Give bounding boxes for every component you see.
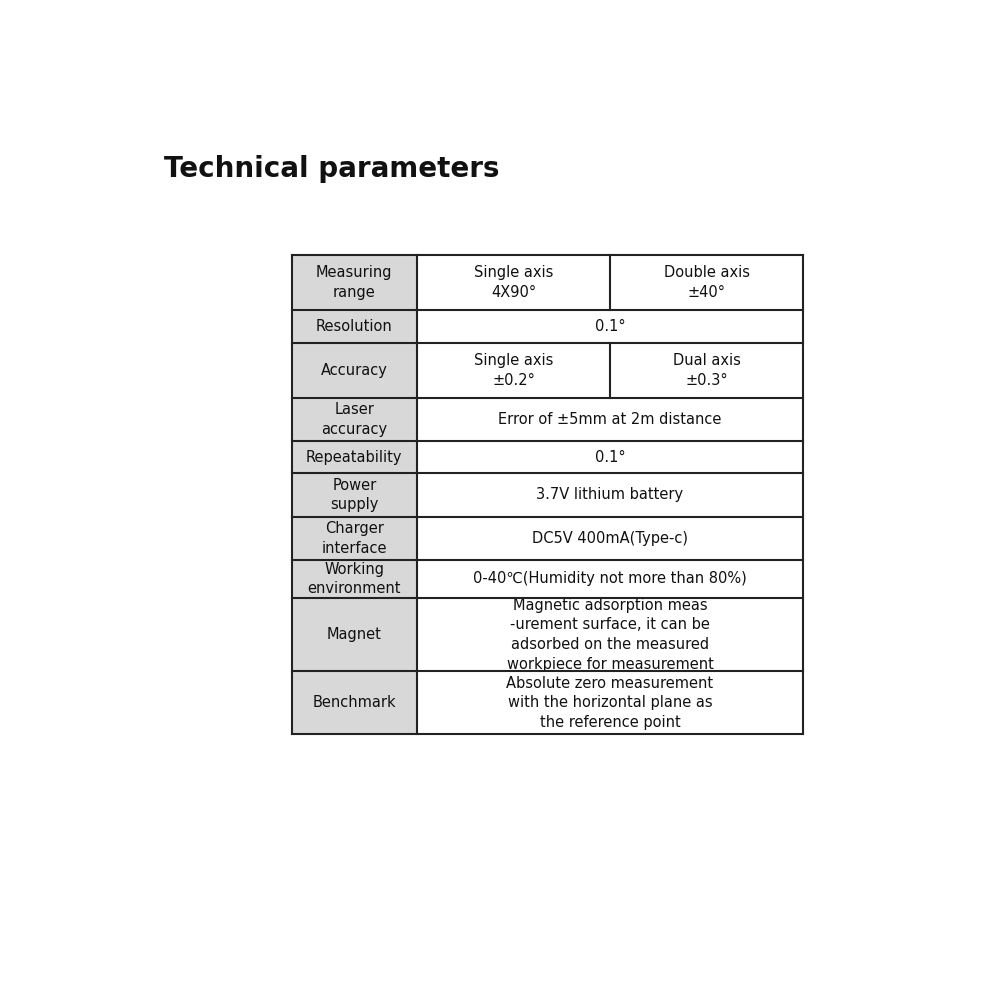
Text: Power
supply: Power supply xyxy=(330,478,378,512)
Text: Accuracy: Accuracy xyxy=(321,363,388,378)
Text: Charger
interface: Charger interface xyxy=(322,521,387,556)
Text: Single axis
±0.2°: Single axis ±0.2° xyxy=(474,353,553,388)
Bar xyxy=(417,473,803,517)
Text: Error of ±5mm at 2m distance: Error of ±5mm at 2m distance xyxy=(498,412,722,427)
Text: Resolution: Resolution xyxy=(316,319,393,334)
Bar xyxy=(417,671,803,734)
Text: Benchmark: Benchmark xyxy=(312,695,396,710)
Text: Repeatability: Repeatability xyxy=(306,450,403,465)
Bar xyxy=(417,398,803,441)
Text: Technical parameters: Technical parameters xyxy=(164,155,499,183)
Text: Magnetic adsorption meas
-urement surface, it can be
adsorbed on the measured
wo: Magnetic adsorption meas -urement surfac… xyxy=(507,598,713,672)
Bar xyxy=(292,255,417,310)
Text: Measuring
range: Measuring range xyxy=(316,265,393,300)
Text: 0.1°: 0.1° xyxy=(595,450,625,465)
Bar xyxy=(292,441,417,473)
Bar xyxy=(417,255,803,310)
Text: 0.1°: 0.1° xyxy=(595,319,625,334)
Bar xyxy=(417,598,803,671)
Text: Single axis
4X90°: Single axis 4X90° xyxy=(474,265,553,300)
Bar xyxy=(292,598,417,671)
Bar xyxy=(292,473,417,517)
Text: Magnet: Magnet xyxy=(327,627,382,642)
Bar xyxy=(292,671,417,734)
Text: Double axis
±40°: Double axis ±40° xyxy=(664,265,750,300)
Text: 0-40℃(Humidity not more than 80%): 0-40℃(Humidity not more than 80%) xyxy=(473,571,747,586)
Text: DC5V 400mA(Type-c): DC5V 400mA(Type-c) xyxy=(532,531,688,546)
Bar xyxy=(292,398,417,441)
Bar xyxy=(417,441,803,473)
Bar xyxy=(417,560,803,598)
Bar xyxy=(417,343,803,398)
Bar xyxy=(292,517,417,560)
Text: Laser
accuracy: Laser accuracy xyxy=(321,402,387,437)
Bar xyxy=(417,517,803,560)
Text: Dual axis
±0.3°: Dual axis ±0.3° xyxy=(673,353,741,388)
Bar xyxy=(292,343,417,398)
Bar xyxy=(292,310,417,343)
Text: Working
environment: Working environment xyxy=(308,562,401,596)
Bar xyxy=(417,310,803,343)
Bar xyxy=(292,560,417,598)
Text: 3.7V lithium battery: 3.7V lithium battery xyxy=(536,487,684,502)
Text: Absolute zero measurement
with the horizontal plane as
the reference point: Absolute zero measurement with the horiz… xyxy=(506,676,714,730)
